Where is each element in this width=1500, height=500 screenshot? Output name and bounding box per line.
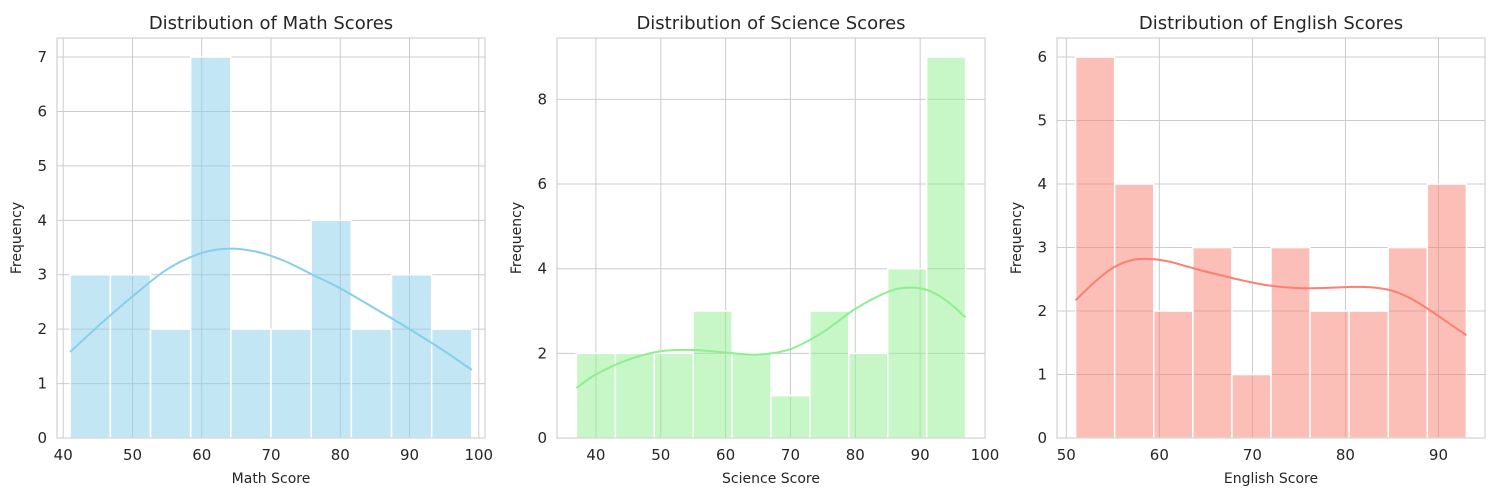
histogram-bar: [1270, 246, 1311, 439]
y-tick-label: 2: [37, 320, 47, 338]
histogram-bar: [1348, 310, 1389, 439]
y-tick-label: 4: [1037, 175, 1047, 193]
histogram-bar: [310, 219, 353, 439]
kde-line: [1074, 257, 1467, 336]
histogram-bar: [1231, 373, 1272, 439]
y-tick-label: 2: [537, 344, 547, 362]
x-tick-label: 100: [971, 446, 1000, 464]
y-tick-label: 1: [37, 375, 47, 393]
histogram-bar: [1426, 183, 1468, 439]
x-tick-label: 90: [400, 446, 419, 464]
y-axis-label: Frequency: [509, 202, 525, 274]
chart-title: Distribution of English Scores: [1139, 13, 1403, 34]
kde-line: [69, 247, 473, 371]
chart-math-scores: 40 50 60 70 80 90 100 0 1 2 3 4 5 6 7 Distribution of M…: [9, 13, 493, 487]
histogram-bar: [692, 310, 733, 439]
x-tick-label: 80: [1336, 446, 1355, 464]
y-tick-label: 3: [1037, 239, 1047, 257]
x-tick-label: 40: [54, 446, 73, 464]
kde-line: [575, 286, 967, 389]
histogram-bar: [109, 273, 152, 439]
y-tick-label: 1: [1037, 366, 1047, 384]
histogram-bar: [925, 56, 967, 439]
y-tick-label: 2: [1037, 302, 1047, 320]
chart-title: Distribution of Science Scores: [636, 13, 905, 34]
y-tick-label: 6: [1037, 48, 1047, 66]
plot-frame: [556, 37, 986, 439]
histogram-bar: [350, 328, 393, 439]
x-tick-label: 60: [192, 446, 211, 464]
x-axis-label: Science Score: [722, 471, 820, 487]
histogram-bar: [614, 352, 656, 439]
histogram-bar: [390, 273, 433, 439]
x-tick-label: 70: [1243, 446, 1262, 464]
histogram-bar: [270, 328, 312, 439]
chart-science-scores: 40 50 60 70 80 90 100 0 2 4 6 8 Distribution of Scie…: [509, 13, 999, 487]
y-axis-label: Frequency: [1009, 202, 1025, 274]
y-tick-label: 7: [37, 48, 47, 66]
y-tick-label: 8: [537, 90, 547, 108]
x-tick-label: 50: [1057, 446, 1076, 464]
histogram-bar: [1113, 183, 1155, 439]
x-tick-label: 50: [123, 446, 142, 464]
y-tick-label: 5: [1037, 112, 1047, 130]
histogram-bar: [69, 273, 112, 439]
histogram-bar: [430, 328, 473, 439]
histogram-bar: [1153, 310, 1194, 439]
y-tick-label: 4: [537, 260, 547, 278]
x-tick-label: 50: [651, 446, 670, 464]
histogram-bar: [1387, 246, 1429, 439]
plot-frame: [56, 37, 486, 439]
histogram-bar: [1074, 56, 1116, 439]
y-tick-label: 0: [537, 429, 547, 447]
histogram-bar: [653, 352, 694, 439]
chart-title: Distribution of Math Scores: [149, 13, 393, 34]
x-tick-label: 100: [464, 446, 493, 464]
x-tick-label: 60: [716, 446, 735, 464]
x-axis-label: Math Score: [232, 471, 311, 487]
x-axis-label: English Score: [1224, 471, 1318, 487]
histogram-bar: [848, 352, 889, 439]
y-tick-label: 6: [37, 102, 47, 120]
histogram-bar: [189, 56, 232, 439]
x-tick-label: 90: [911, 446, 930, 464]
x-tick-label: 80: [846, 446, 865, 464]
y-axis-label: Frequency: [9, 202, 25, 274]
x-tick-label: 90: [1429, 446, 1448, 464]
histogram-bar: [1309, 310, 1350, 439]
x-tick-label: 70: [781, 446, 800, 464]
chart-english-scores: 50 60 70 80 90 0 1 2 3 4 5 6 Distribution of English…: [1009, 13, 1486, 487]
histogram-bar: [886, 267, 928, 439]
histogram-bar: [809, 310, 850, 439]
y-tick-label: 3: [37, 266, 47, 284]
y-tick-label: 4: [37, 211, 47, 229]
x-tick-label: 60: [1150, 446, 1169, 464]
histogram-bar: [770, 394, 811, 439]
y-tick-label: 0: [1037, 429, 1047, 447]
histogram-bar: [731, 352, 772, 439]
plot-frame: [1056, 37, 1486, 439]
histogram-bar: [149, 328, 192, 439]
y-tick-label: 0: [37, 429, 47, 447]
histogram-bar: [575, 352, 617, 439]
histogram-bar: [230, 328, 272, 439]
x-tick-label: 40: [586, 446, 605, 464]
x-tick-label: 80: [331, 446, 350, 464]
y-tick-label: 6: [537, 175, 547, 193]
y-tick-label: 5: [37, 157, 47, 175]
x-tick-label: 70: [261, 446, 280, 464]
